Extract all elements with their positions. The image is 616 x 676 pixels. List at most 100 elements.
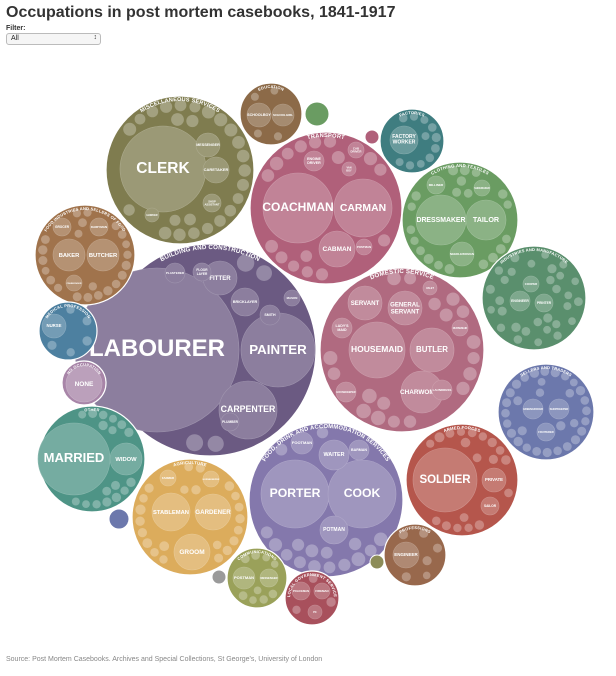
minor-occupation-bubble[interactable]: [268, 589, 278, 599]
minor-occupation-bubble[interactable]: [207, 435, 224, 452]
occupation-bubble-shopkeeper[interactable]: [548, 398, 570, 420]
minor-occupation-bubble[interactable]: [574, 297, 583, 306]
group-education[interactable]: SCHOOLBOY SCHOOLGIRL EDUCATION: [239, 82, 303, 146]
minor-occupation-bubble[interactable]: [224, 123, 238, 137]
minor-occupation-bubble[interactable]: [377, 396, 391, 410]
group-clothing-and-textiles[interactable]: DRESSMAKER TAILOR NEEDLEWOMAN MILLINER SHOEM…: [401, 161, 519, 279]
minor-occupation-bubble[interactable]: [422, 556, 432, 566]
minor-occupation-bubble[interactable]: [159, 541, 170, 552]
group-other[interactable]: MARRIED WIDOW OTHER: [37, 405, 146, 513]
minor-occupation-bubble[interactable]: [121, 260, 131, 270]
occupation-bubble-bricklayer[interactable]: [230, 287, 260, 317]
minor-occupation-bubble[interactable]: [305, 544, 319, 558]
minor-occupation-bubble[interactable]: [280, 549, 293, 561]
minor-occupation-bubble[interactable]: [268, 538, 283, 552]
minor-occupation-bubble[interactable]: [224, 204, 237, 217]
minor-occupation-bubble[interactable]: [556, 421, 566, 431]
minor-occupation-bubble[interactable]: [251, 551, 260, 560]
minor-occupation-bubble[interactable]: [521, 327, 531, 336]
minor-occupation-bubble[interactable]: [54, 283, 63, 292]
minor-occupation-bubble[interactable]: [233, 525, 243, 535]
minor-occupation-bubble[interactable]: [117, 270, 127, 280]
minor-occupation-bubble[interactable]: [202, 222, 214, 235]
minor-occupation-bubble[interactable]: [66, 348, 75, 357]
minor-occupation-bubble[interactable]: [422, 571, 431, 580]
occupation-bubble-soldier[interactable]: [412, 447, 478, 513]
minor-occupation-bubble[interactable]: [109, 414, 117, 423]
minor-occupation-bubble[interactable]: [537, 378, 546, 386]
minor-occupation-bubble[interactable]: [281, 147, 294, 160]
minor-occupation-bubble[interactable]: [559, 260, 568, 269]
occupation-bubble-cook[interactable]: [327, 459, 397, 529]
minor-occupation-bubble[interactable]: [543, 313, 553, 323]
minor-occupation-bubble[interactable]: [401, 572, 411, 582]
minor-occupation-bubble[interactable]: [565, 388, 575, 398]
minor-occupation-bubble[interactable]: [38, 256, 48, 265]
occupation-bubble-coachman[interactable]: [262, 172, 334, 244]
minor-occupation-bubble[interactable]: [562, 442, 572, 451]
occupation-bubble-printer[interactable]: [534, 293, 554, 313]
group-building-and-construction[interactable]: LABOURER PAINTER CARPENTER FITTER BRICKLAYER…: [74, 243, 317, 457]
minor-occupation-bubble[interactable]: [237, 178, 249, 191]
minor-occupation-bubble[interactable]: [356, 403, 371, 419]
minor-occupation-bubble[interactable]: [41, 235, 50, 244]
minor-occupation-bubble[interactable]: [513, 396, 523, 406]
occupation-bubble-general-servant[interactable]: [387, 290, 423, 326]
minor-occupation-bubble[interactable]: [212, 540, 222, 550]
minor-occupation-bubble[interactable]: [428, 297, 441, 311]
occupation-bubble-none[interactable]: [65, 365, 103, 403]
minor-occupation-bubble[interactable]: [82, 336, 92, 346]
occupation-bubble-smith[interactable]: [259, 304, 281, 326]
minor-occupation-bubble[interactable]: [186, 434, 204, 452]
minor-occupation-bubble[interactable]: [456, 176, 467, 186]
minor-occupation-bubble[interactable]: [467, 428, 477, 438]
minor-occupation-bubble[interactable]: [122, 240, 130, 249]
occupation-bubble-valet[interactable]: [422, 280, 438, 296]
minor-occupation-bubble[interactable]: [434, 432, 445, 443]
occupation-bubble-greengrocer[interactable]: [522, 398, 544, 420]
minor-occupation-bubble[interactable]: [532, 447, 542, 456]
minor-occupation-bubble[interactable]: [261, 169, 275, 182]
minor-occupation-bubble[interactable]: [575, 386, 586, 396]
minor-occupation-bubble[interactable]: [507, 267, 516, 276]
minor-occupation-bubble[interactable]: [513, 436, 523, 447]
minor-occupation-bubble[interactable]: [501, 455, 511, 465]
minor-occupation-bubble[interactable]: [82, 500, 90, 508]
minor-occupation-bubble[interactable]: [459, 513, 469, 522]
minor-occupation-bubble[interactable]: [102, 497, 112, 507]
minor-occupation-bubble[interactable]: [452, 187, 462, 197]
minor-occupation-bubble[interactable]: [570, 419, 579, 428]
occupation-bubble-pc[interactable]: [307, 604, 323, 620]
minor-occupation-bubble[interactable]: [139, 494, 148, 503]
minor-occupation-bubble[interactable]: [446, 292, 460, 306]
minor-occupation-bubble[interactable]: [41, 266, 50, 275]
minor-occupation-bubble[interactable]: [445, 428, 455, 438]
minor-occupation-bubble[interactable]: [46, 275, 56, 285]
minor-occupation-bubble[interactable]: [316, 426, 329, 439]
minor-occupation-bubble[interactable]: [315, 268, 329, 281]
minor-occupation-bubble[interactable]: [249, 596, 257, 604]
occupation-bubble-butcher[interactable]: [86, 238, 120, 272]
minor-occupation-bubble[interactable]: [240, 554, 250, 564]
minor-occupation-bubble[interactable]: [180, 485, 189, 494]
occupation-bubble-policeman[interactable]: [291, 581, 311, 601]
minor-occupation-bubble[interactable]: [580, 396, 590, 405]
minor-occupation-bubble[interactable]: [421, 132, 430, 141]
minor-occupation-bubble[interactable]: [561, 372, 570, 381]
minor-occupation-bubble[interactable]: [466, 335, 481, 349]
minor-occupation-bubble[interactable]: [419, 528, 429, 538]
minor-occupation-bubble[interactable]: [348, 537, 362, 551]
minor-occupation-bubble[interactable]: [323, 351, 338, 365]
minor-occupation-bubble[interactable]: [184, 213, 196, 226]
minor-occupation-bubble[interactable]: [487, 437, 497, 448]
minor-occupation-bubble[interactable]: [102, 486, 112, 496]
minor-occupation-bubble[interactable]: [441, 521, 451, 531]
minor-occupation-bubble[interactable]: [374, 163, 387, 176]
occupation-bubble-nurse[interactable]: [41, 313, 67, 339]
minor-occupation-bubble[interactable]: [464, 523, 473, 532]
minor-occupation-bubble[interactable]: [146, 105, 159, 118]
occupation-bubble-engineer[interactable]: [509, 290, 531, 312]
